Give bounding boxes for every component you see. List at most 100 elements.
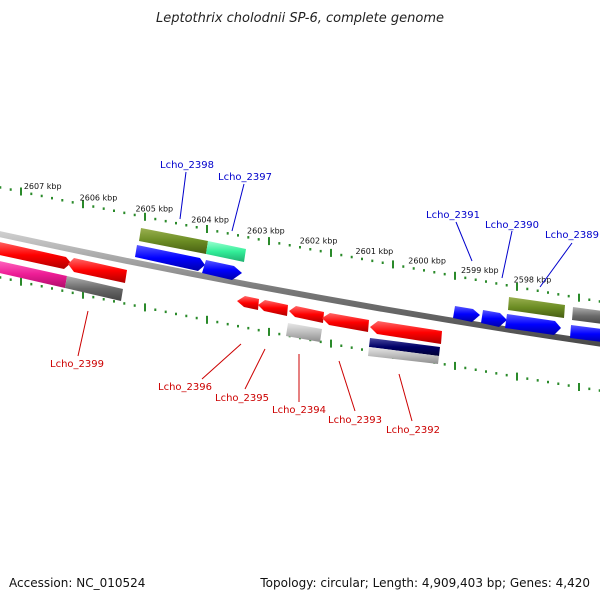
minor-tick [0, 186, 2, 189]
minor-tick [51, 196, 53, 200]
minor-tick [0, 276, 2, 279]
minor-tick [319, 340, 322, 344]
minor-tick [309, 248, 312, 251]
gene-arrow-reverse-4[interactable] [289, 306, 324, 323]
major-tick [578, 293, 580, 302]
major-tick [516, 372, 518, 381]
gene-bar-olive-1[interactable] [139, 228, 208, 254]
minor-tick [175, 221, 177, 225]
minor-tick [567, 384, 570, 387]
gene-label-lcho-2391[interactable]: Lcho_2391 [426, 210, 480, 221]
gene-arrow-forward-3[interactable] [202, 260, 242, 280]
scale-label: 2602 kbp [300, 237, 338, 246]
minor-tick [154, 217, 157, 221]
minor-tick [567, 294, 570, 298]
minor-tick [257, 328, 260, 332]
minor-tick [195, 226, 198, 229]
gene-labels: Lcho_2398 Lcho_2397 Lcho_2391 Lcho_2390 … [50, 160, 599, 436]
gene-bar-navy[interactable] [369, 338, 440, 356]
minor-tick [71, 201, 74, 204]
minor-tick [133, 213, 136, 217]
gene-arrow-forward-7[interactable] [570, 325, 600, 343]
minor-tick [371, 259, 374, 263]
gene-arrow-forward-1[interactable] [0, 241, 71, 269]
gene-arrow-forward-4[interactable] [453, 306, 480, 322]
gene-label-lcho-2389[interactable]: Lcho_2389 [545, 230, 599, 241]
minor-tick [485, 280, 487, 283]
gene-label-lcho-2393[interactable]: Lcho_2393 [328, 415, 382, 426]
minor-tick [350, 255, 353, 259]
gene-bar-pink[interactable] [0, 260, 67, 288]
minor-tick [278, 242, 281, 245]
major-tick [20, 187, 22, 196]
minor-tick [433, 271, 436, 274]
gene-label-lcho-2392[interactable]: Lcho_2392 [386, 425, 440, 436]
minor-tick [216, 320, 219, 324]
minor-tick [102, 298, 105, 301]
gene-label-lcho-2395[interactable]: Lcho_2395 [215, 393, 269, 404]
gene-bar-lightgray-1[interactable] [286, 323, 322, 342]
gene-bar-gray-1[interactable] [65, 276, 123, 301]
minor-tick [485, 370, 487, 373]
major-tick [392, 260, 394, 269]
minor-tick [588, 298, 591, 301]
minor-tick [30, 192, 33, 196]
major-tick [268, 327, 270, 336]
gene-arrow-reverse-5[interactable] [322, 313, 369, 332]
gene-arrow-reverse-2[interactable] [237, 296, 259, 310]
gene-label-lcho-2399[interactable]: Lcho_2399 [50, 359, 104, 370]
minor-tick [226, 322, 229, 326]
minor-tick [443, 272, 446, 276]
minor-tick [588, 387, 591, 391]
minor-tick [175, 312, 177, 316]
minor-tick [495, 372, 498, 375]
minor-tick [598, 300, 600, 303]
gene-label-lcho-2396[interactable]: Lcho_2396 [158, 382, 212, 393]
gene-arrow-forward-2[interactable] [135, 245, 205, 271]
minor-tick [319, 249, 322, 253]
scale-labels: 2607 kbp 2606 kbp 2605 kbp 2604 kbp 2603 kbp… [24, 182, 552, 285]
gene-arrow-forward-5[interactable] [481, 310, 507, 327]
minor-tick [154, 308, 157, 311]
major-tick [330, 248, 332, 257]
gene-bar-gray-2[interactable] [572, 307, 600, 325]
minor-tick [30, 282, 33, 286]
gene-bar-teal[interactable] [206, 241, 246, 262]
gene-arrow-reverse-1[interactable] [68, 258, 127, 283]
minor-tick [505, 284, 508, 287]
gene-label-lcho-2390[interactable]: Lcho_2390 [485, 220, 539, 231]
minor-tick [381, 261, 384, 264]
gene-arrow-reverse-3[interactable] [258, 300, 288, 316]
major-tick [144, 212, 146, 221]
minor-tick [598, 389, 600, 392]
minor-tick [237, 324, 239, 328]
gene-label-lcho-2397[interactable]: Lcho_2397 [218, 172, 272, 183]
minor-tick [51, 287, 53, 290]
major-tick [454, 361, 456, 370]
gene-arrow-reverse-6[interactable] [370, 321, 442, 344]
major-tick [454, 271, 456, 280]
gene-arrow-forward-6[interactable] [505, 314, 561, 335]
minor-tick [505, 373, 508, 377]
minor-tick [226, 232, 229, 235]
minor-tick [288, 244, 291, 247]
minor-tick [113, 209, 115, 212]
minor-tick [61, 289, 64, 292]
gene-label-lcho-2394[interactable]: Lcho_2394 [272, 405, 326, 416]
minor-tick [536, 379, 539, 382]
minor-tick [195, 316, 198, 320]
minor-tick [123, 211, 126, 215]
gene-bar-olive-2[interactable] [508, 297, 565, 318]
scale-label: 2605 kbp [135, 205, 173, 214]
minor-tick [340, 253, 343, 257]
gene-label-lcho-2398[interactable]: Lcho_2398 [160, 160, 214, 171]
minor-tick [133, 304, 136, 307]
minor-tick [526, 377, 529, 380]
minor-tick [216, 230, 219, 233]
minor-tick [113, 300, 115, 303]
minor-tick [9, 188, 12, 191]
gene-leader-lines [77, 171, 573, 422]
minor-tick [443, 363, 446, 366]
gene-bar-lightgray-2[interactable] [368, 347, 439, 364]
major-tick [516, 282, 518, 291]
